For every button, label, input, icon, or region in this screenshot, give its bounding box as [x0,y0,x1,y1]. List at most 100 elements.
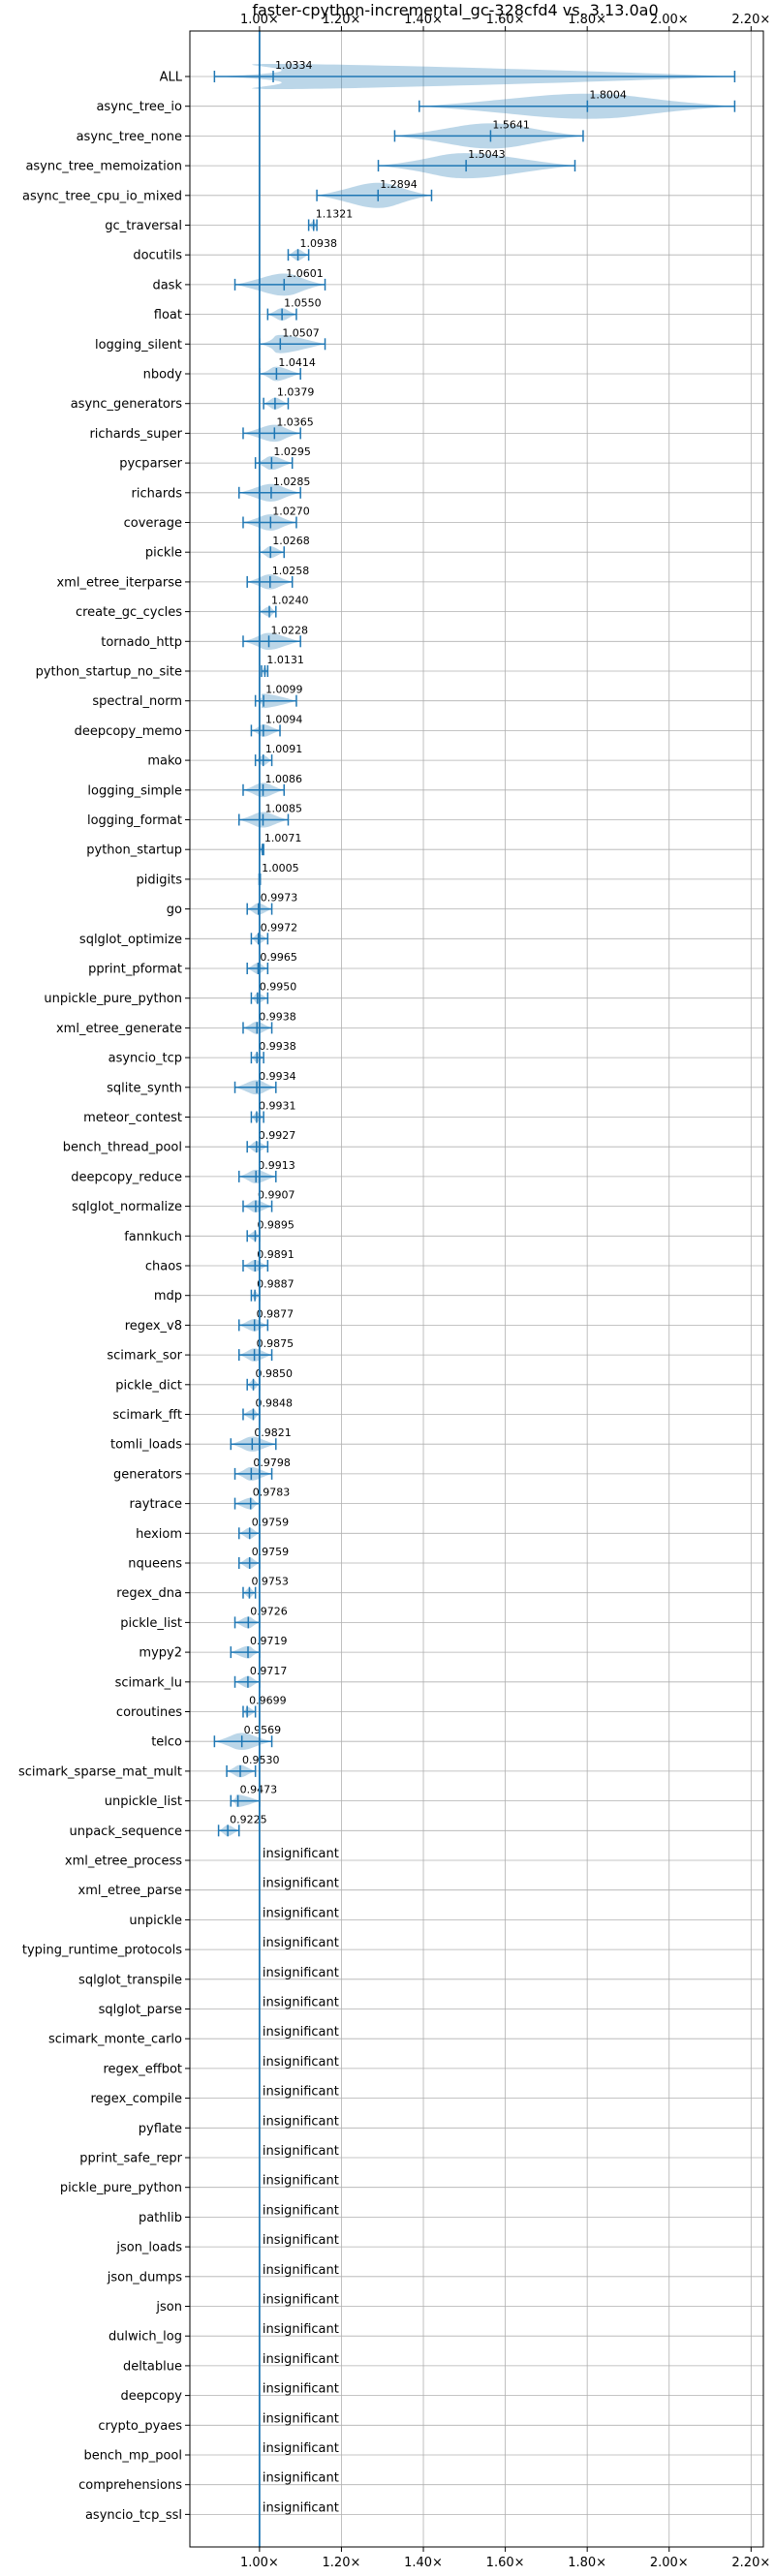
y-tick-label: scimark_fft [112,1408,182,1423]
value-annotation: 1.8004 [589,89,627,102]
value-annotation: 1.0285 [273,475,311,488]
y-tick-label: regex_dna [116,1586,182,1601]
insignificant-label: insignificant [263,1996,339,2010]
insignificant-label: insignificant [263,2144,339,2159]
y-tick-label: comprehensions [78,2478,182,2493]
y-tick-label: scimark_sparse_mat_mult [18,1764,182,1779]
plot-frame [189,30,764,2548]
insignificant-label: insignificant [263,1877,339,1891]
y-tick-label: json [155,2300,182,2315]
insignificant-label: insignificant [263,2203,339,2218]
value-annotation: 1.0131 [266,654,304,666]
value-annotation: 0.9759 [252,1516,290,1528]
value-annotation: 0.9699 [249,1695,287,1707]
x-tick-label-top: 1.40× [404,13,443,27]
value-annotation: 0.9759 [252,1546,290,1558]
value-annotation: 0.9473 [240,1784,278,1796]
insignificant-label: insignificant [263,2055,339,2070]
y-tick-label: ALL [160,71,183,85]
value-annotation: 1.2894 [380,178,418,191]
y-tick-label: regex_v8 [125,1319,182,1334]
y-tick-label: logging_simple [87,783,182,798]
y-tick-label: sqlglot_transpile [78,1973,182,1987]
axis-layer: 1.00× 1.00× 1.20× 1.20× 1.40× 1.40× 1.60× 1.60×… [18,13,770,2570]
value-annotation: 1.0258 [272,565,310,577]
value-annotation: 1.0938 [300,237,338,250]
y-tick-label: mypy2 [139,1646,182,1661]
value-annotation: 1.0414 [278,356,316,369]
y-tick-label: unpickle [129,1914,182,1928]
value-annotation: 0.9891 [257,1248,294,1261]
value-annotation: 1.0099 [265,684,303,696]
y-tick-label: generators [113,1467,182,1482]
value-annotation: 1.0507 [282,326,320,339]
y-tick-label: pprint_pformat [88,963,182,977]
y-tick-label: xml_etree_process [65,1855,182,1869]
value-annotation: 1.0085 [264,803,302,815]
y-tick-label: pyflate [139,2122,182,2136]
y-tick-label: json_loads [115,2241,182,2255]
chart-title: faster-cpython-incremental_gc-328cfd4 vs… [252,1,658,20]
y-tick-label: deepcopy_reduce [71,1170,182,1184]
insignificant-label: insignificant [263,2233,339,2248]
value-annotation: 1.5043 [468,148,506,161]
x-tick-label-top: 2.20× [731,13,770,27]
y-tick-label: async_generators [71,397,183,412]
value-annotation: 1.0228 [271,624,309,636]
y-tick-label: create_gc_cycles [76,605,182,620]
y-tick-label: pycparser [119,457,182,472]
value-annotation: 0.9821 [254,1426,292,1439]
y-tick-label: gc_traversal [105,219,182,233]
y-tick-label: asyncio_tcp [108,1052,182,1066]
value-annotation: 0.9783 [253,1487,291,1499]
y-tick-label: tomli_loads [110,1438,182,1453]
insignificant-label: insignificant [263,2382,339,2397]
insignificant-label: insignificant [263,2025,339,2039]
y-tick-label: regex_compile [90,2092,182,2106]
value-annotation: 0.9973 [261,892,298,905]
value-annotation: 1.0240 [271,595,309,607]
value-annotation: 0.9530 [242,1754,279,1766]
insignificant-label: insignificant [263,2471,339,2486]
y-tick-label: scimark_monte_carlo [48,2033,182,2047]
x-tick-label-bottom: 2.20× [731,2556,770,2570]
y-tick-label: sqlite_synth [107,1081,182,1095]
y-tick-label: asyncio_tcp_ssl [85,2508,182,2523]
y-tick-label: pidigits [137,873,183,887]
y-tick-label: logging_format [87,813,182,828]
y-tick-label: async_tree_none [77,130,182,144]
value-annotation: 1.0601 [286,267,324,280]
y-tick-label: spectral_norm [92,694,182,709]
y-tick-label: scimark_lu [115,1675,182,1690]
value-annotation: 0.9895 [257,1218,294,1231]
insignificant-label: insignificant [263,1847,339,1861]
value-annotation: 0.9225 [230,1813,267,1825]
y-tick-label: async_tree_memoization [25,160,182,174]
value-annotation: 1.0334 [275,59,313,72]
y-tick-label: dask [152,278,182,292]
y-tick-label: pickle_pure_python [60,2181,182,2195]
y-tick-label: dulwich_log [108,2330,182,2345]
value-annotation: 1.0550 [284,297,322,310]
value-annotation: 1.0379 [277,386,315,399]
y-tick-label: pickle_dict [115,1378,182,1393]
x-tick-label-top: 1.80× [568,13,606,27]
y-tick-label: xml_etree_iterparse [56,575,182,590]
value-annotation: 0.9950 [260,981,297,994]
y-tick-label: xml_etree_generate [56,1022,182,1036]
insignificant-label: insignificant [263,2114,339,2129]
insignificant-label: insignificant [263,2352,339,2367]
y-tick-label: mako [147,754,182,769]
y-tick-label: richards_super [89,427,182,442]
x-tick-label-bottom: 1.80× [568,2556,606,2570]
y-tick-label: hexiom [136,1527,182,1542]
value-annotation: 0.9798 [253,1457,291,1469]
value-annotation: 0.9877 [257,1307,294,1320]
value-annotation: 1.0071 [264,832,302,844]
y-tick-label: json_dumps [107,2270,182,2285]
insignificant-label: insignificant [263,1936,339,1950]
insignificant-label: insignificant [263,1966,339,1980]
y-tick-label: sqlglot_parse [99,2003,182,2017]
y-tick-label: fannkuch [124,1230,182,1244]
